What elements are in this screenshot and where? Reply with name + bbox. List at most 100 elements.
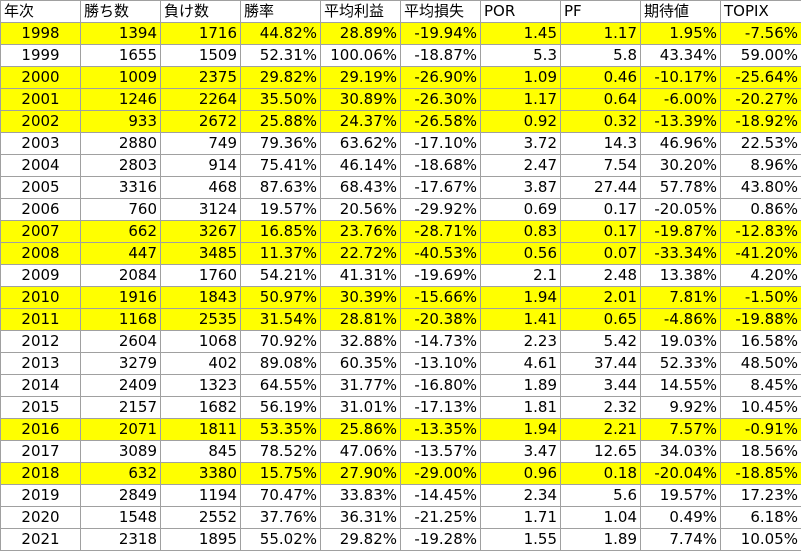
value-cell: 1760 xyxy=(160,264,241,287)
value-cell: 2672 xyxy=(160,110,241,133)
value-cell: 2071 xyxy=(80,418,161,441)
year-cell: 2014 xyxy=(0,374,81,397)
value-cell: -28.71% xyxy=(400,220,481,243)
value-cell: 54.21% xyxy=(240,264,321,287)
value-cell: -29.92% xyxy=(400,198,481,221)
value-cell: -19.88% xyxy=(720,308,801,331)
value-cell: 3.44 xyxy=(560,374,641,397)
value-cell: -21.25% xyxy=(400,506,481,529)
value-cell: 20.56% xyxy=(320,198,401,221)
value-cell: 7.57% xyxy=(640,418,721,441)
value-cell: 1.89 xyxy=(560,528,641,551)
value-cell: 14.3 xyxy=(560,132,641,155)
header-cell: 平均利益 xyxy=(320,0,401,23)
value-cell: 0.17 xyxy=(560,198,641,221)
value-cell: 760 xyxy=(80,198,161,221)
value-cell: 15.75% xyxy=(240,462,321,485)
data-row: 2017 3089 845 78.52% 47.06% -13.57% 3.47 12.65 3… xyxy=(0,440,801,463)
value-cell: -20.04% xyxy=(640,462,721,485)
value-cell: 35.50% xyxy=(240,88,321,111)
year-cell: 2009 xyxy=(0,264,81,287)
value-cell: -6.00% xyxy=(640,88,721,111)
header-cell: 平均損失 xyxy=(400,0,481,23)
value-cell: 1.95% xyxy=(640,22,721,45)
value-cell: -20.05% xyxy=(640,198,721,221)
value-cell: -19.94% xyxy=(400,22,481,45)
value-cell: 1716 xyxy=(160,22,241,45)
value-cell: 5.8 xyxy=(560,44,641,67)
value-cell: 33.83% xyxy=(320,484,401,507)
value-cell: 1.41 xyxy=(480,308,561,331)
value-cell: -13.10% xyxy=(400,352,481,375)
value-cell: -13.39% xyxy=(640,110,721,133)
value-cell: 2803 xyxy=(80,154,161,177)
value-cell: 3485 xyxy=(160,242,241,265)
data-row: 2011 1168 2535 31.54% 28.81% -20.38% 1.41 0.65-… xyxy=(0,308,801,331)
value-cell: 4.61 xyxy=(480,352,561,375)
value-cell: -18.85% xyxy=(720,462,801,485)
year-cell: 2010 xyxy=(0,286,81,309)
value-cell: 6.18% xyxy=(720,506,801,529)
value-cell: 64.55% xyxy=(240,374,321,397)
value-cell: 2880 xyxy=(80,132,161,155)
value-cell: 2318 xyxy=(80,528,161,551)
value-cell: -40.53% xyxy=(400,242,481,265)
data-row: 2012 2604 1068 70.92% 32.88% -14.73% 2.23 5.42 1… xyxy=(0,330,801,353)
value-cell: 16.85% xyxy=(240,220,321,243)
year-cell: 2007 xyxy=(0,220,81,243)
value-cell: 2552 xyxy=(160,506,241,529)
value-cell: 2.32 xyxy=(560,396,641,419)
value-cell: 0.46 xyxy=(560,66,641,89)
value-cell: 16.58% xyxy=(720,330,801,353)
value-cell: 89.08% xyxy=(240,352,321,375)
value-cell: 5.6 xyxy=(560,484,641,507)
value-cell: 52.31% xyxy=(240,44,321,67)
value-cell: 933 xyxy=(80,110,161,133)
value-cell: 5.42 xyxy=(560,330,641,353)
value-cell: -19.28% xyxy=(400,528,481,551)
value-cell: -26.58% xyxy=(400,110,481,133)
value-cell: 48.50% xyxy=(720,352,801,375)
value-cell: -25.64% xyxy=(720,66,801,89)
value-cell: 25.88% xyxy=(240,110,321,133)
value-cell: 37.76% xyxy=(240,506,321,529)
year-cell: 1998 xyxy=(0,22,81,45)
value-cell: -20.27% xyxy=(720,88,801,111)
value-cell: 2604 xyxy=(80,330,161,353)
value-cell: 14.55% xyxy=(640,374,721,397)
value-cell: 70.92% xyxy=(240,330,321,353)
value-cell: 0.86% xyxy=(720,198,801,221)
data-row: 1998 1394 1716 44.82% 28.89% -19.94% 1.45 1.17 1… xyxy=(0,22,801,45)
data-row: 2010 1916 1843 50.97% 30.39% -15.66% 1.94 2.01 7… xyxy=(0,286,801,309)
value-cell: -12.83% xyxy=(720,220,801,243)
value-cell: 3124 xyxy=(160,198,241,221)
value-cell: 31.54% xyxy=(240,308,321,331)
value-cell: 1168 xyxy=(80,308,161,331)
value-cell: 4.20% xyxy=(720,264,801,287)
year-cell: 2002 xyxy=(0,110,81,133)
value-cell: -4.86% xyxy=(640,308,721,331)
value-cell: 0.18 xyxy=(560,462,641,485)
year-cell: 2013 xyxy=(0,352,81,375)
value-cell: 0.92 xyxy=(480,110,561,133)
value-cell: 1916 xyxy=(80,286,161,309)
value-cell: -29.00% xyxy=(400,462,481,485)
year-cell: 2012 xyxy=(0,330,81,353)
value-cell: -0.91% xyxy=(720,418,801,441)
value-cell: 2264 xyxy=(160,88,241,111)
value-cell: 53.35% xyxy=(240,418,321,441)
year-cell: 2008 xyxy=(0,242,81,265)
value-cell: 78.52% xyxy=(240,440,321,463)
header-cell: 勝率 xyxy=(240,0,321,23)
value-cell: 468 xyxy=(160,176,241,199)
value-cell: 3267 xyxy=(160,220,241,243)
value-cell: 1246 xyxy=(80,88,161,111)
value-cell: -16.80% xyxy=(400,374,481,397)
value-cell: -18.68% xyxy=(400,154,481,177)
value-cell: 1.09 xyxy=(480,66,561,89)
data-row: 2016 2071 1811 53.35% 25.86% -13.35% 1.94 2.21 7… xyxy=(0,418,801,441)
value-cell: 402 xyxy=(160,352,241,375)
year-cell: 2003 xyxy=(0,132,81,155)
value-cell: -17.13% xyxy=(400,396,481,419)
